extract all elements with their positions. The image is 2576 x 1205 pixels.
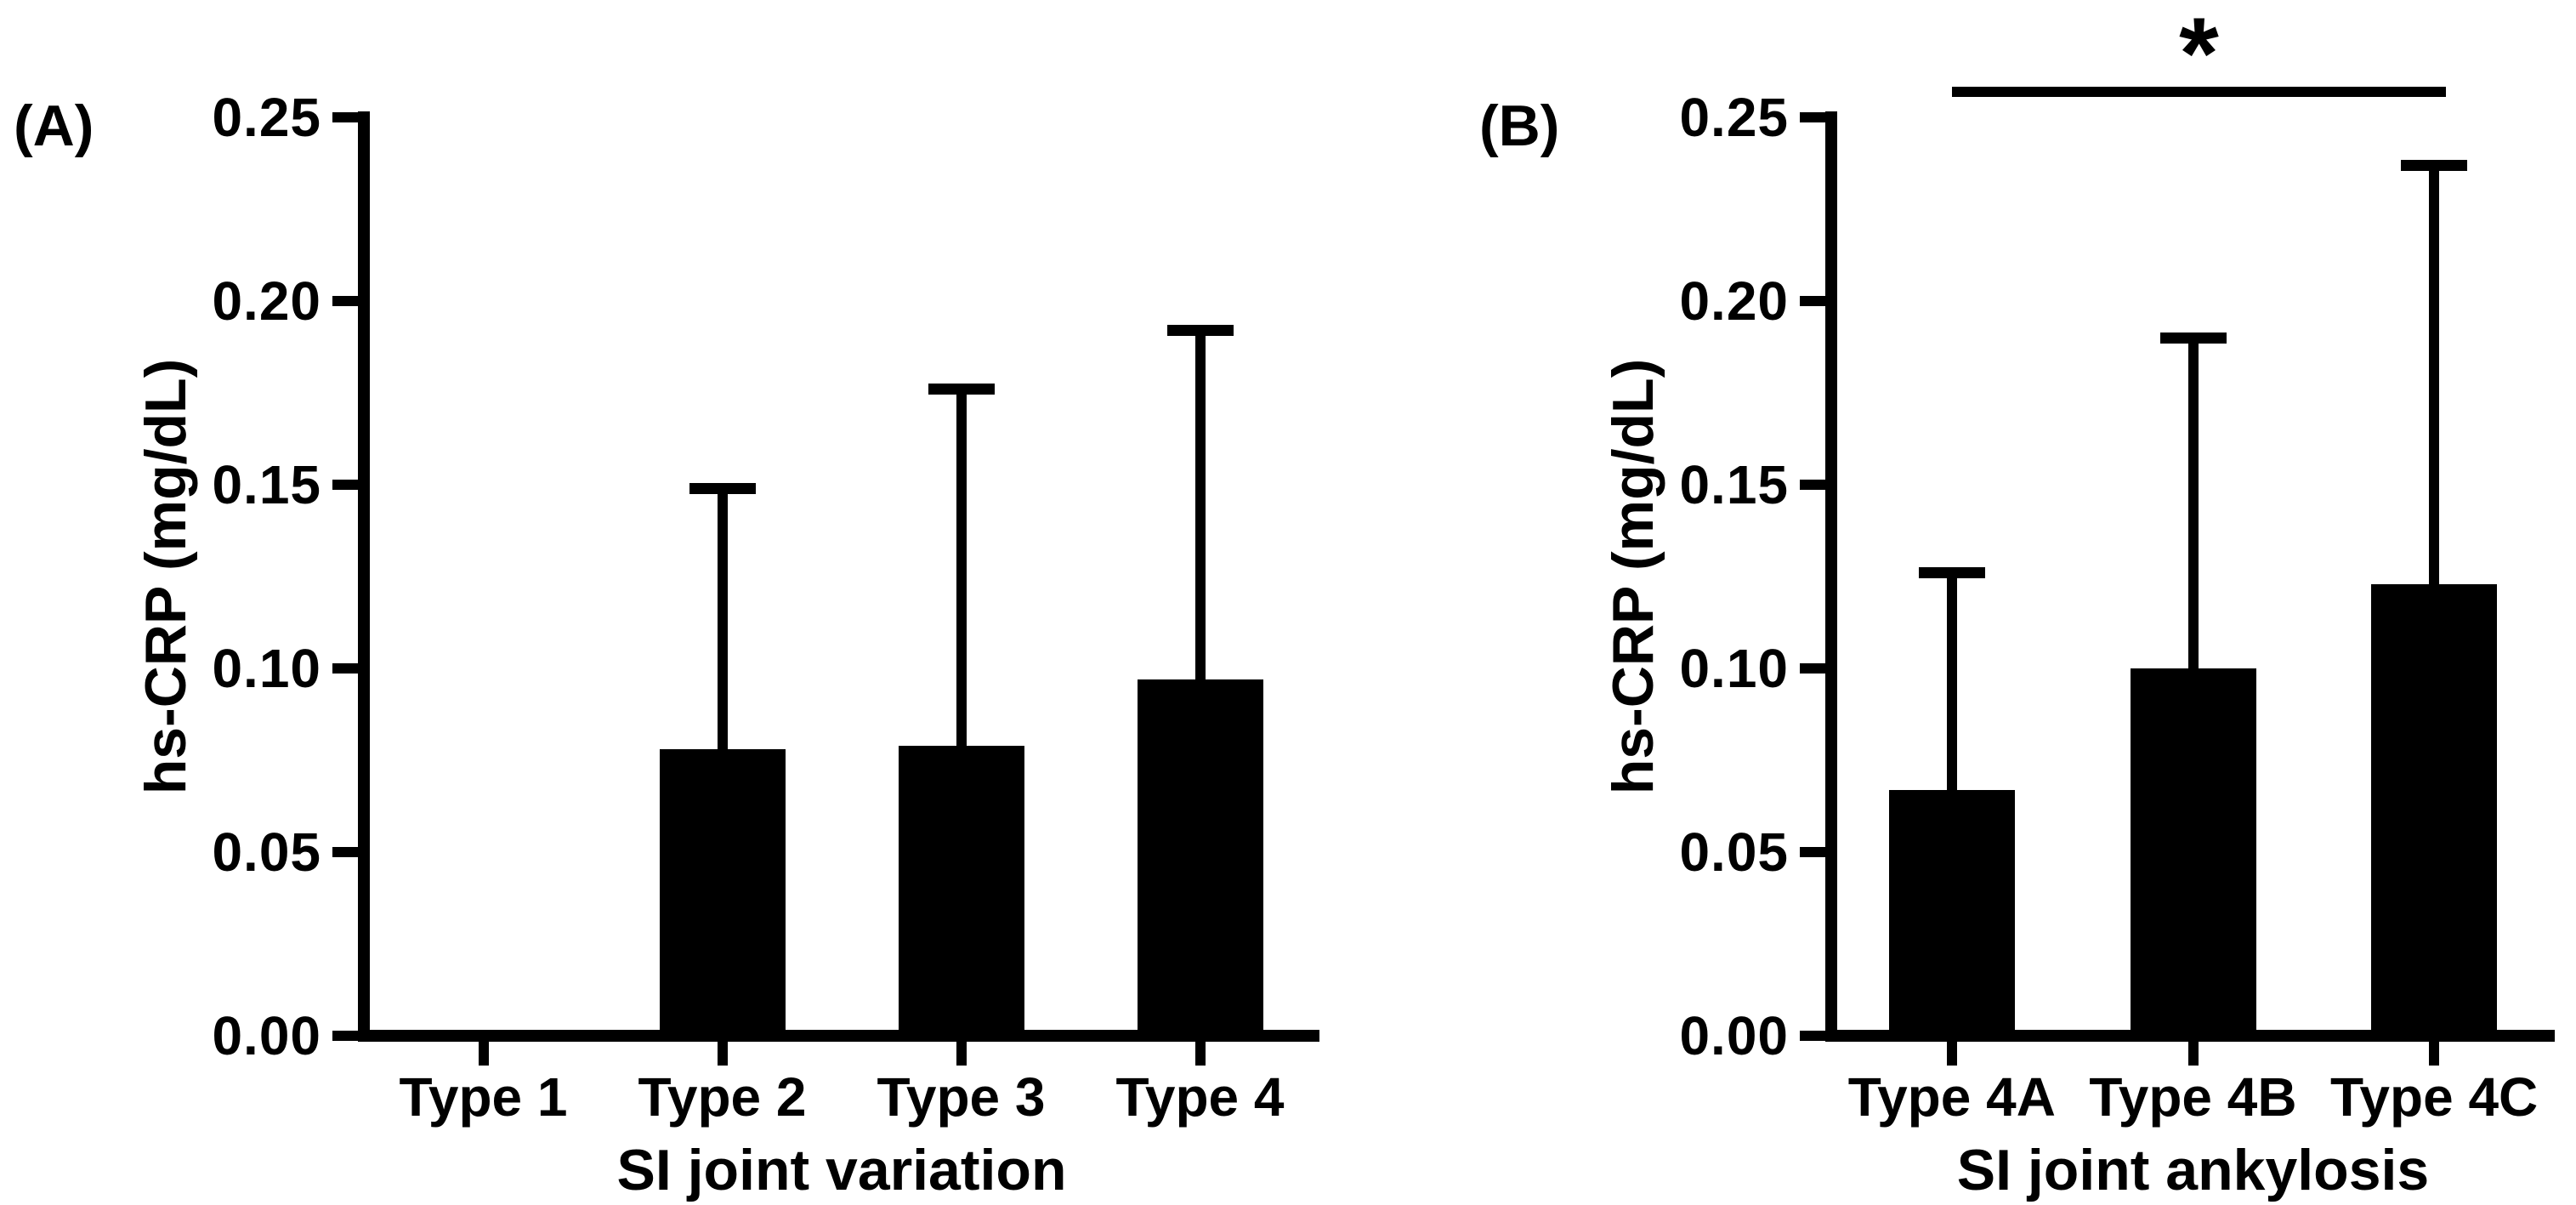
y-tick-label: 0.25 [1679,87,1789,148]
category-tick [956,1042,967,1066]
y-tick [332,663,358,674]
y-tick-label: 0.00 [212,1005,321,1066]
error-bar-line [2429,165,2440,584]
y-tick [332,112,358,122]
error-bar-line [2187,338,2199,668]
error-bar-line [717,488,728,750]
error-bar-cap [928,384,995,395]
category-label: Type 2 [638,1066,807,1128]
y-tick-label: 0.10 [212,638,321,699]
bar [1888,789,2015,1036]
category-tick [2187,1042,2199,1066]
y-tick-label: 0.10 [1679,638,1789,699]
category-tick [478,1042,489,1066]
error-bar-cap [1918,567,1985,579]
category-tick [2429,1042,2440,1066]
category-tick [1946,1042,1957,1066]
bar [2371,583,2498,1036]
y-tick [332,480,358,490]
error-bar-line [1946,572,1957,790]
y-axis-title: hs-CRP (mg/dL) [133,358,198,795]
y-tick [1800,296,1825,306]
category-label: Type 1 [399,1066,568,1128]
x-axis-title: SI joint variation [616,1138,1067,1202]
bar [659,749,786,1036]
panel-label: (A) [14,94,94,158]
x-axis-line [358,1030,1319,1042]
y-tick [1800,1031,1825,1041]
y-tick [332,847,358,857]
category-label: Type 4C [2330,1066,2539,1128]
y-tick-label: 0.00 [1679,1005,1789,1066]
y-tick [1800,847,1825,857]
y-tick [1800,663,1825,674]
panel-label: (B) [1479,94,1560,158]
y-tick-label: 0.20 [1679,270,1789,332]
category-label: Type 4A [1847,1066,2056,1128]
y-tick-label: 0.15 [212,454,321,515]
significance-line [1951,87,2447,97]
y-axis-line [358,111,370,1042]
y-tick [1800,480,1825,490]
error-bar-cap [2159,332,2227,344]
y-axis-line [1825,111,1837,1042]
category-tick [1194,1042,1206,1066]
category-label: Type 4 [1115,1066,1285,1128]
bar [2130,668,2256,1036]
x-axis-title: SI joint ankylosis [1956,1138,2430,1202]
error-bar-line [956,389,967,746]
y-tick-label: 0.25 [212,87,321,148]
y-tick [1800,112,1825,122]
error-bar-line [1194,330,1206,679]
significance-asterisk: * [2179,0,2219,111]
error-bar-cap [2401,159,2468,171]
bar [1137,679,1263,1036]
y-tick-label: 0.15 [1679,454,1789,515]
category-label: Type 3 [877,1066,1046,1128]
y-axis-title: hs-CRP (mg/dL) [1601,358,1665,795]
category-tick [717,1042,728,1066]
category-label: Type 4B [2089,1066,2297,1128]
y-tick-label: 0.05 [212,821,321,883]
y-tick [332,1031,358,1041]
error-bar-cap [1166,325,1234,337]
y-tick-label: 0.20 [212,270,321,332]
error-bar-cap [689,482,756,494]
y-tick [332,296,358,306]
bar [898,745,1024,1036]
y-tick-label: 0.05 [1679,821,1789,883]
